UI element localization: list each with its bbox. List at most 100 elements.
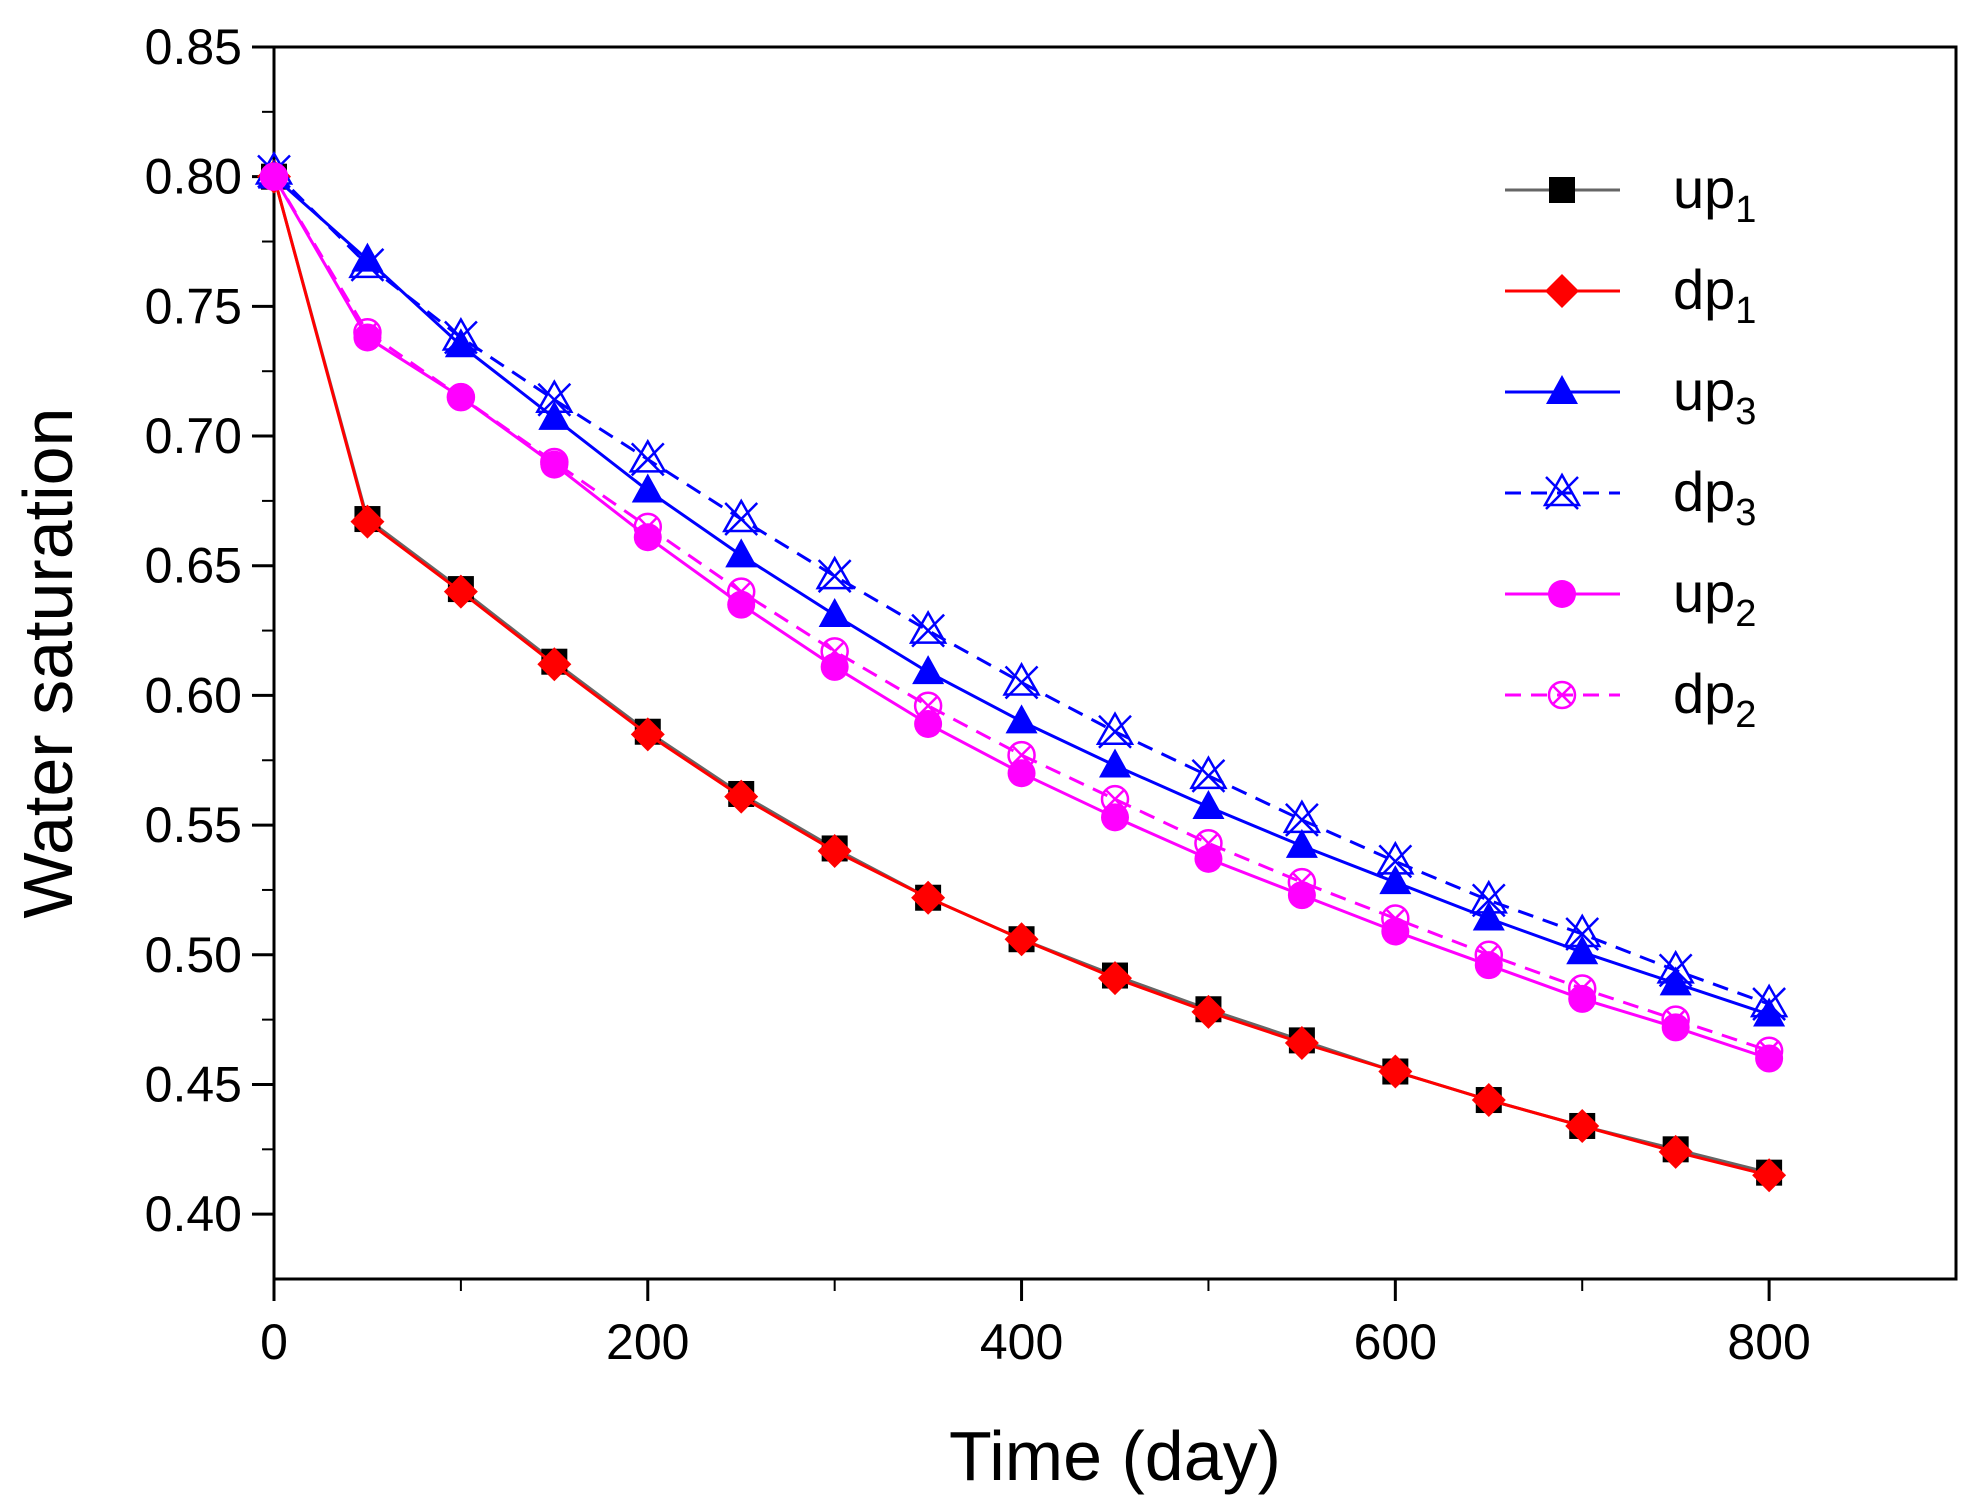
data-point-cross <box>1098 714 1132 749</box>
data-point <box>817 834 852 869</box>
data-point <box>1548 580 1576 608</box>
y-axis-title: Water saturation <box>9 408 87 919</box>
y-tick-label: 0.70 <box>145 408 242 464</box>
y-tick-label: 0.85 <box>145 19 242 75</box>
data-point-cross <box>1545 476 1579 510</box>
legend-item: up3 <box>1505 359 1756 433</box>
legend-label: up1 <box>1673 157 1756 231</box>
data-point-cross <box>918 695 938 716</box>
data-point-outline <box>1095 711 1135 745</box>
data-point-outline <box>1007 740 1036 770</box>
data-point <box>1661 1005 1690 1034</box>
data-point <box>1472 901 1505 931</box>
data-point-outline <box>446 382 476 412</box>
data-point <box>446 382 476 412</box>
legend-label: dp3 <box>1673 460 1756 534</box>
data-point-cross <box>444 320 478 355</box>
series-layer <box>254 150 1789 1193</box>
data-point <box>537 647 572 682</box>
y-tick-label: 0.60 <box>145 667 242 723</box>
data-point-cross <box>1658 953 1693 988</box>
y-tick-label: 0.80 <box>145 149 242 205</box>
data-point-cross <box>1004 665 1039 700</box>
x-tick-label: 200 <box>606 1314 689 1370</box>
data-point <box>1563 913 1602 951</box>
data-point <box>1469 879 1508 918</box>
data-point-outline <box>1563 913 1602 948</box>
data-point <box>1752 1158 1787 1193</box>
x-tick-label: 600 <box>1354 1314 1437 1370</box>
data-point-cross <box>1572 978 1593 999</box>
data-point <box>1381 904 1410 933</box>
legend-label-subscript: 3 <box>1735 492 1756 534</box>
series-line <box>272 170 1770 1006</box>
data-point-outline <box>913 691 943 721</box>
data-point <box>1098 961 1132 996</box>
data-point-cross <box>1198 833 1219 854</box>
series-dp3 <box>254 150 1789 1021</box>
data-point-outline <box>820 637 849 666</box>
data-point <box>1566 935 1599 965</box>
data-point-outline <box>540 447 569 477</box>
data-point-cross <box>630 442 665 477</box>
data-point <box>1659 966 1692 996</box>
series-line <box>272 176 1770 1177</box>
data-point <box>820 637 849 666</box>
data-point-outline <box>1567 974 1597 1003</box>
data-point-outline <box>633 512 663 542</box>
data-point <box>815 555 854 593</box>
data-point <box>1754 1036 1784 1066</box>
data-point-outline <box>628 438 667 473</box>
data-point-cross <box>1292 872 1312 893</box>
data-point-cross <box>911 613 945 648</box>
data-point-outline <box>1656 949 1695 984</box>
data-point <box>1474 940 1504 970</box>
data-point-cross <box>1565 917 1600 951</box>
data-point-outline <box>1547 680 1577 710</box>
data-point <box>911 880 946 915</box>
series-line <box>272 176 1770 1175</box>
data-point <box>630 717 665 752</box>
data-point <box>631 473 664 503</box>
data-point-outline <box>1754 1036 1784 1066</box>
data-point-cross <box>1011 745 1032 765</box>
data-point-cross <box>1759 1040 1779 1061</box>
data-point <box>1192 789 1225 819</box>
data-point-outline <box>1749 983 1789 1018</box>
data-point <box>1194 829 1223 858</box>
x-tick-label: 0 <box>260 1314 288 1370</box>
data-point <box>348 244 387 282</box>
data-point <box>628 438 667 477</box>
data-point-outline <box>1381 904 1410 933</box>
data-point-outline <box>535 379 574 413</box>
y-tick-label: 0.75 <box>145 278 242 334</box>
data-point-outline <box>259 162 289 191</box>
data-point <box>1284 1025 1319 1060</box>
data-point-outline <box>1376 840 1415 875</box>
data-point-outline <box>1661 1005 1690 1034</box>
data-point-outline <box>1542 472 1582 507</box>
data-point <box>1099 748 1131 778</box>
data-point <box>1002 661 1041 700</box>
data-point-cross <box>1191 758 1226 793</box>
legend-label: dp1 <box>1673 258 1756 332</box>
data-point-cross <box>1105 789 1125 810</box>
y-tick-label: 0.40 <box>145 1186 242 1242</box>
data-point-outline <box>1189 755 1228 790</box>
data-point <box>1568 984 1597 1013</box>
data-point <box>722 498 761 536</box>
data-point-cross <box>357 322 378 343</box>
data-point-cross <box>544 452 565 472</box>
data-point-cross <box>1478 944 1499 965</box>
data-point-cross <box>1378 844 1413 879</box>
data-point <box>444 328 477 358</box>
data-point <box>1549 177 1575 203</box>
data-point <box>1545 274 1579 308</box>
data-point <box>1005 704 1038 734</box>
data-point-outline <box>1469 879 1508 914</box>
data-point <box>1546 375 1578 404</box>
data-point <box>1474 951 1503 980</box>
data-point-cross <box>1552 685 1572 705</box>
data-point <box>1565 1108 1600 1143</box>
legend-label: up2 <box>1673 561 1756 635</box>
